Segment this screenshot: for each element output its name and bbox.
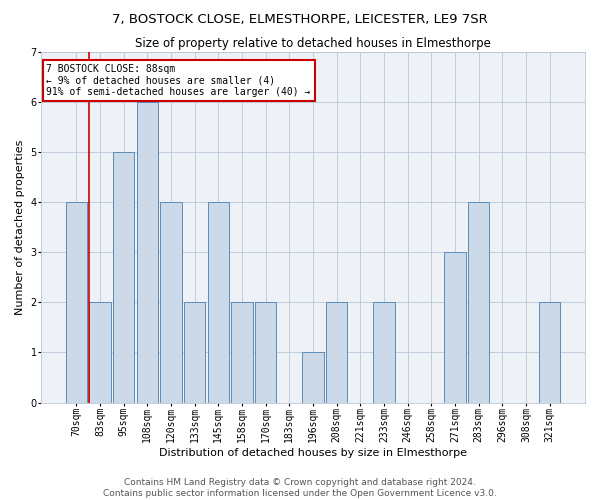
Bar <box>66 202 87 402</box>
Bar <box>302 352 323 403</box>
Bar <box>539 302 560 402</box>
Text: 7 BOSTOCK CLOSE: 88sqm
← 9% of detached houses are smaller (4)
91% of semi-detac: 7 BOSTOCK CLOSE: 88sqm ← 9% of detached … <box>46 64 311 97</box>
X-axis label: Distribution of detached houses by size in Elmesthorpe: Distribution of detached houses by size … <box>159 448 467 458</box>
Bar <box>326 302 347 402</box>
Bar <box>255 302 277 402</box>
Bar <box>445 252 466 402</box>
Bar <box>373 302 395 402</box>
Y-axis label: Number of detached properties: Number of detached properties <box>15 140 25 315</box>
Text: 7, BOSTOCK CLOSE, ELMESTHORPE, LEICESTER, LE9 7SR: 7, BOSTOCK CLOSE, ELMESTHORPE, LEICESTER… <box>112 12 488 26</box>
Text: Contains HM Land Registry data © Crown copyright and database right 2024.
Contai: Contains HM Land Registry data © Crown c… <box>103 478 497 498</box>
Bar <box>89 302 110 402</box>
Bar <box>160 202 182 402</box>
Bar <box>184 302 205 402</box>
Bar <box>468 202 489 402</box>
Bar <box>208 202 229 402</box>
Bar <box>113 152 134 403</box>
Title: Size of property relative to detached houses in Elmesthorpe: Size of property relative to detached ho… <box>135 38 491 51</box>
Bar <box>232 302 253 402</box>
Bar <box>137 102 158 403</box>
